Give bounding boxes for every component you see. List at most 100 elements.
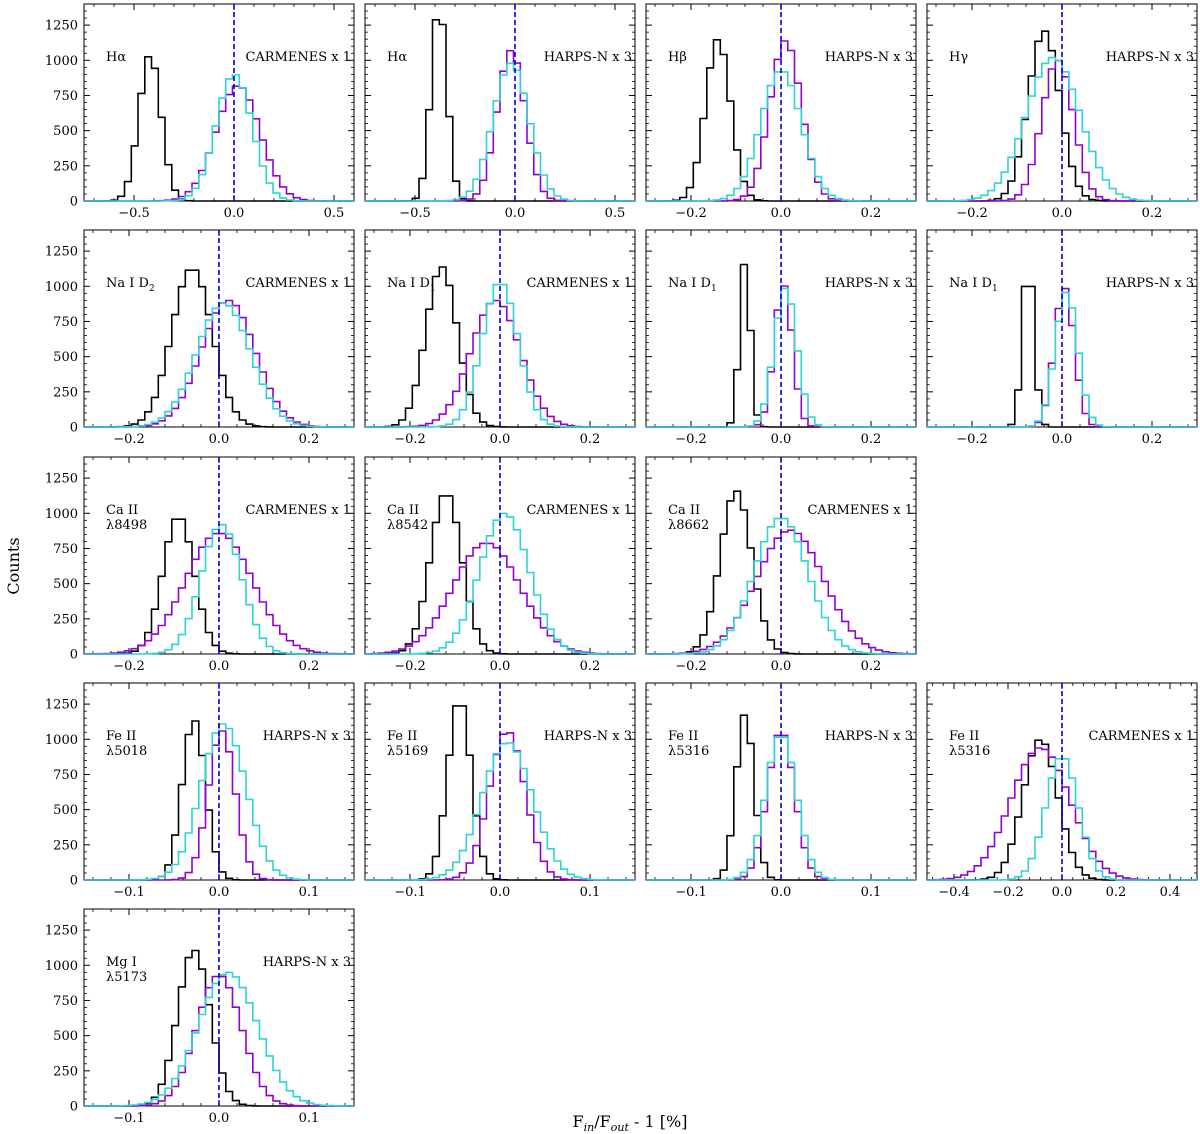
line-label-subscript: 1 [711, 284, 717, 294]
x-tick-label: 0.1 [299, 885, 320, 900]
x-tick-label: −0.1 [394, 885, 426, 900]
line-label-name: Fe II [949, 729, 979, 744]
x-tick-label: −0.2 [956, 206, 988, 221]
x-tick-label: 0.0 [771, 206, 792, 221]
x-tick-label: −0.2 [956, 432, 988, 447]
instrument-label: HARPS-N x 3 [263, 955, 351, 970]
line-label: Ca II [106, 503, 138, 518]
instrument-label: HARPS-N x 3 [544, 729, 632, 744]
line-label: Na I D1 [949, 276, 998, 294]
y-tick-label: 0 [70, 195, 78, 210]
y-tick-label: 1000 [45, 733, 78, 748]
x-tick-label: 0.2 [580, 432, 601, 447]
x-tick-label: 0.0 [209, 885, 230, 900]
line-label: Na I D1 [387, 276, 436, 294]
line-label-subscript: 1 [430, 284, 436, 294]
x-tick-label: 0.2 [861, 432, 882, 447]
series-cyan-histogram [365, 283, 635, 428]
x-tick-label: 0.0 [490, 659, 511, 674]
series-cyan-histogram [365, 512, 635, 655]
x-tick-label: −0.2 [394, 432, 426, 447]
line-label: Fe II [668, 729, 698, 744]
wavelength-label: λ5169 [387, 744, 428, 759]
series-cyan-histogram [84, 523, 354, 655]
line-label: Hα [106, 50, 126, 65]
x-tick-label: 0.0 [771, 659, 792, 674]
x-tick-label: 0.0 [1052, 432, 1073, 447]
x-tick-label: −0.1 [675, 885, 707, 900]
x-tick-label: 0.1 [580, 885, 601, 900]
x-axis-label: Fin/Fout - 1 [%] [573, 1112, 688, 1134]
series-purple-histogram [646, 529, 917, 655]
x-axis-label-sub1: in [584, 1121, 595, 1134]
x-tick-label: 0.2 [299, 659, 320, 674]
y-tick-label: 1000 [45, 280, 78, 295]
x-tick-label: −0.2 [675, 659, 707, 674]
line-label-name: Fe II [668, 729, 698, 744]
wavelength-label: λ5018 [106, 744, 147, 759]
x-axis-label-rest: - 1 [%] [629, 1112, 688, 1131]
instrument-label: HARPS-N x 3 [1106, 50, 1194, 65]
instrument-label: HARPS-N x 3 [263, 729, 351, 744]
x-tick-label: 0.4 [1160, 885, 1181, 900]
instrument-label: CARMENES x 1 [245, 276, 351, 291]
line-label-name: Na I D [106, 276, 149, 291]
line-label: Fe II [949, 729, 979, 744]
y-tick-label: 250 [53, 612, 78, 627]
x-tick-label: −0.2 [113, 659, 145, 674]
panel-1-1: −0.2 0.0 0.2 Na I D1 CARMENES x 1 [364, 229, 636, 447]
line-label-subscript: 1 [992, 284, 998, 294]
x-tick-label: −0.2 [113, 432, 145, 447]
y-tick-label: 250 [53, 159, 78, 174]
series-purple-histogram [364, 542, 635, 655]
instrument-label: HARPS-N x 3 [1106, 276, 1194, 291]
line-label: Ca II [668, 503, 700, 518]
y-tick-label: 1000 [45, 54, 78, 69]
wavelength-label: λ5316 [949, 744, 990, 759]
panel-0-1: −0.5 0.0 0.5 Hα HARPS-N x 3 [364, 3, 636, 221]
x-axis-label-f2: /F [594, 1112, 611, 1131]
line-label: Fe II [387, 729, 417, 744]
wavelength-label: λ5173 [106, 970, 147, 985]
instrument-label: HARPS-N x 3 [825, 729, 913, 744]
y-tick-label: 250 [53, 385, 78, 400]
line-label: Mg I [106, 955, 137, 970]
instrument-label: HARPS-N x 3 [544, 50, 632, 65]
y-tick-label: 750 [53, 994, 78, 1009]
panel-1-0: 0 250 500 750 1000 1250 −0.2 0.0 0.2 Na I D2 CARME… [45, 229, 355, 447]
panel-1-3: −0.2 0.0 0.2 Na I D1 HARPS-N x 3 [926, 229, 1198, 447]
series-cyan-histogram [365, 742, 635, 881]
instrument-label: CARMENES x 1 [526, 503, 632, 518]
y-tick-label: 1250 [45, 19, 78, 34]
x-tick-label: 0.0 [209, 1111, 230, 1126]
line-label: Hα [387, 50, 407, 65]
panel-0-2: −0.2 0.0 0.2 Hβ HARPS-N x 3 [645, 3, 917, 221]
x-tick-label: 0.0 [490, 432, 511, 447]
x-tick-label: 0.0 [224, 206, 245, 221]
y-tick-label: 1250 [45, 472, 78, 487]
x-tick-label: 0.0 [1052, 206, 1073, 221]
line-label-name: Na I D [668, 276, 711, 291]
y-tick-label: 750 [53, 768, 78, 783]
wavelength-label: λ5316 [668, 744, 709, 759]
x-axis-label-sub2: out [611, 1121, 630, 1134]
x-tick-label: 0.0 [209, 659, 230, 674]
x-tick-label: 0.2 [299, 432, 320, 447]
series-cyan-histogram [646, 517, 916, 655]
instrument-label: CARMENES x 1 [807, 503, 913, 518]
line-label: Na I D1 [668, 276, 717, 294]
y-tick-label: 0 [70, 648, 78, 663]
x-tick-label: −0.5 [399, 206, 431, 221]
x-tick-label: 0.0 [209, 432, 230, 447]
x-axis-label-f1: F [573, 1112, 584, 1131]
line-label: Fe II [106, 729, 136, 744]
x-tick-label: −0.2 [394, 659, 426, 674]
